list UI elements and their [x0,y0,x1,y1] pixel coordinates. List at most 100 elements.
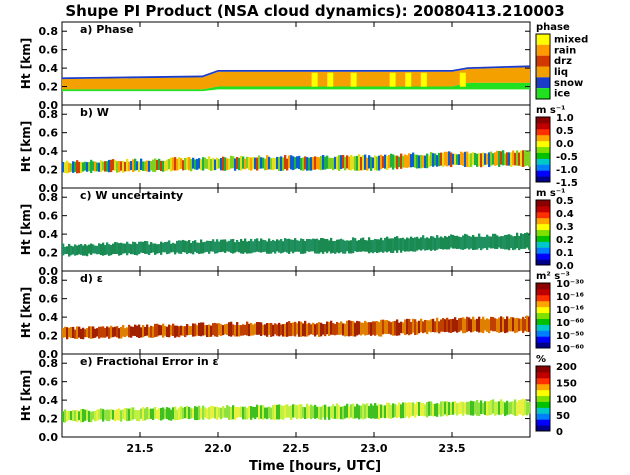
data-band-column [484,236,487,249]
data-band-column [102,409,105,422]
data-band-column [492,399,495,414]
colorbar-band [536,294,550,302]
y-axis-label: Ht [km] [19,287,33,338]
data-band-column [266,241,269,254]
data-band-column [96,162,99,172]
data-band-column [308,157,311,171]
data-band-column [386,236,389,253]
colorbar-band [536,217,550,225]
data-band-column [264,324,267,336]
data-band-column [402,155,405,168]
data-band-column [426,402,429,418]
data-band-column [480,236,483,251]
data-band-column [148,244,151,255]
data-band-column [398,238,401,251]
data-band-column [446,151,449,167]
data-band-column [248,157,251,171]
data-band-column [116,242,119,255]
data-band-column [428,155,431,167]
data-band-column [280,324,283,336]
data-band-column [402,402,405,419]
data-band-column [64,162,67,173]
data-band-column [392,238,395,254]
colorbar-band [536,259,550,266]
data-band-column [320,406,323,420]
data-band-column [292,156,295,171]
mixed-pocket [420,72,427,87]
data-band-column [486,234,489,250]
colorbar-frame [535,282,551,349]
data-band-column [96,409,99,421]
data-band-column [404,154,407,168]
data-band-column [508,234,511,251]
data-band-column [118,408,121,421]
data-band-column [496,318,499,333]
data-band-column [208,156,211,170]
data-band-column [262,239,265,252]
mixed-pocket [389,72,396,87]
colorbar-band [536,371,550,379]
colorbar-frame [535,199,551,266]
data-band-column [342,239,345,254]
data-band-column [192,157,195,169]
data-band-column [128,324,131,338]
data-band-column [288,155,291,169]
data-band-column [222,325,225,336]
data-band-column [308,238,311,252]
data-band-column [276,324,279,336]
data-band-column [434,321,437,333]
phase-layer-liq [62,67,530,90]
colorbar-category-label: rain [554,45,576,56]
data-band-column [288,321,291,337]
colorbar-tick-label: 0.4 [556,209,574,220]
data-band-column [166,241,169,255]
data-band-column [520,399,523,415]
data-band-column [196,242,199,254]
data-band-column [128,408,131,421]
data-band-column [336,239,339,253]
data-band-column [210,159,213,171]
data-band-column [184,240,187,253]
data-band-column [62,411,65,423]
data-band-column [260,238,263,253]
data-band-column [244,406,247,420]
data-band-column [174,406,177,421]
x-tick-label: 22.0 [204,442,231,455]
data-band-column [322,154,325,170]
data-band-column [282,157,285,171]
colorbar-tick-label: 10⁻⁶⁰ [556,344,584,355]
data-band-column [494,233,497,249]
data-band-column [472,234,475,251]
data-band-column [448,235,451,250]
data-band-column [106,242,109,255]
data-band-column [480,153,483,168]
data-band-column [454,401,457,414]
data-band-column [512,401,515,415]
colorbar-band [536,377,550,385]
data-band-column [488,152,491,168]
data-band-column [218,407,221,418]
data-band-column [74,329,77,339]
data-band-column [84,409,87,421]
data-band-column [452,234,455,249]
data-band-column [124,328,127,338]
data-band-column [494,152,497,166]
data-band-column [402,237,405,251]
data-band-column [158,408,161,420]
data-band-column [100,408,103,420]
data-band-column [460,317,463,331]
data-band-column [268,238,271,254]
data-band-column [480,318,483,333]
colorbar-band [536,288,550,296]
data-band-column [118,243,121,256]
panel-1: 0.0 0.2 0.4 0.6 0.8 Ht [km] a) Phase mixedraind… [19,21,588,112]
data-band-column [390,322,393,335]
y-axis-label: Ht [km] [19,121,33,172]
data-band-column [254,157,257,170]
colorbar-band [536,117,550,124]
colorbar-label: m s⁻¹ [536,105,566,116]
data-band-column [480,400,483,414]
data-band-column [302,157,305,171]
panel-5: 0.0 0.2 0.4 0.6 0.8 Ht [km] e) Fractional Erro… [19,353,577,444]
